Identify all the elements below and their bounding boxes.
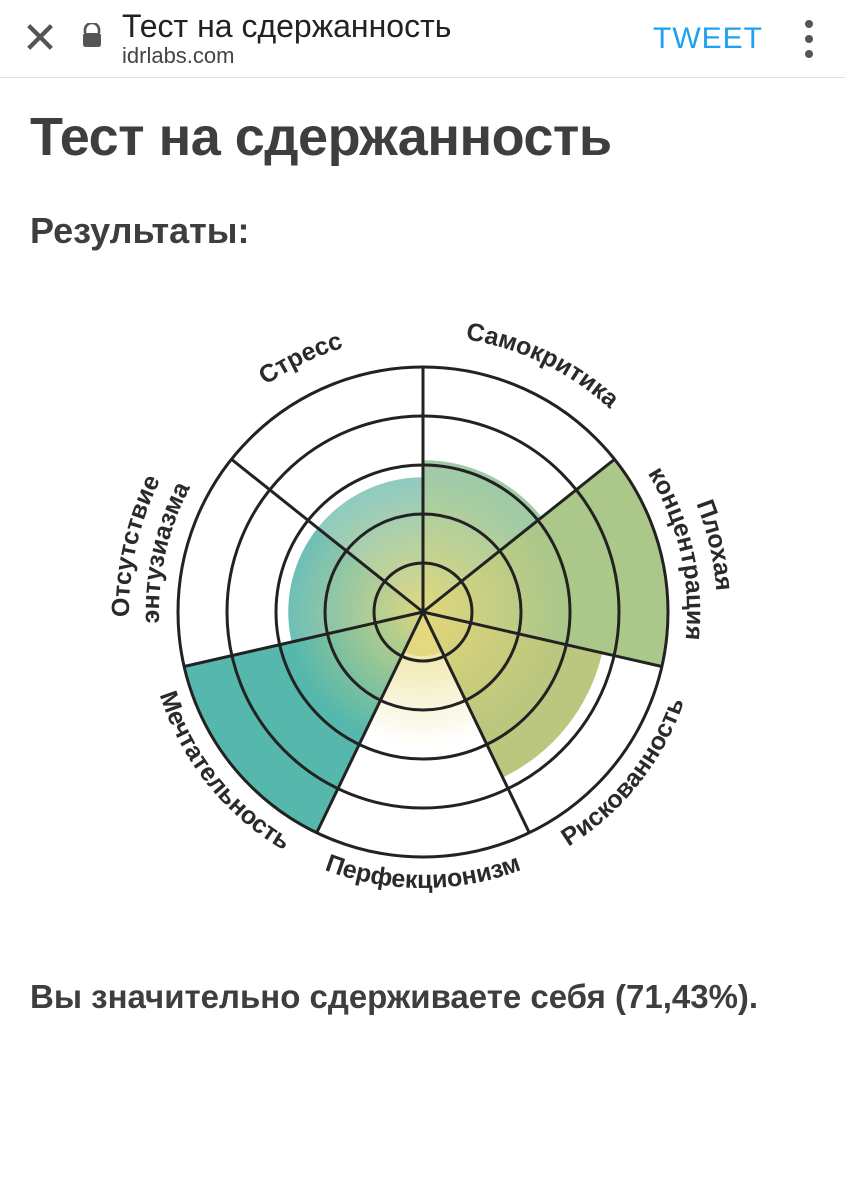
main-heading: Тест на сдержанность	[30, 106, 815, 168]
summary-text: Вы значительно сдерживаете себя (71,43%)…	[30, 974, 815, 1020]
site-url: idrlabs.com	[122, 44, 635, 68]
sector-label-3: Рискованность	[556, 694, 690, 852]
content: Тест на сдержанность Результаты: СтрессС…	[0, 78, 845, 1020]
close-icon[interactable]: ✕	[18, 17, 62, 61]
sector-label-0: Стресс	[253, 327, 345, 391]
page-title: Тест на сдержанность	[122, 9, 635, 44]
kebab-menu-icon[interactable]	[791, 20, 827, 58]
sub-heading: Результаты:	[30, 210, 815, 252]
browser-bar: ✕ Тест на сдержанность idrlabs.com TWEET	[0, 0, 845, 78]
tweet-button[interactable]: TWEET	[653, 22, 763, 56]
title-block: Тест на сдержанность idrlabs.com	[122, 9, 635, 68]
lock-icon	[80, 23, 104, 54]
chart-container: СтрессСамокритикаПлохаяконцентрацияРиско…	[30, 262, 815, 962]
polar-area-chart: СтрессСамокритикаПлохаяконцентрацияРиско…	[73, 262, 773, 962]
